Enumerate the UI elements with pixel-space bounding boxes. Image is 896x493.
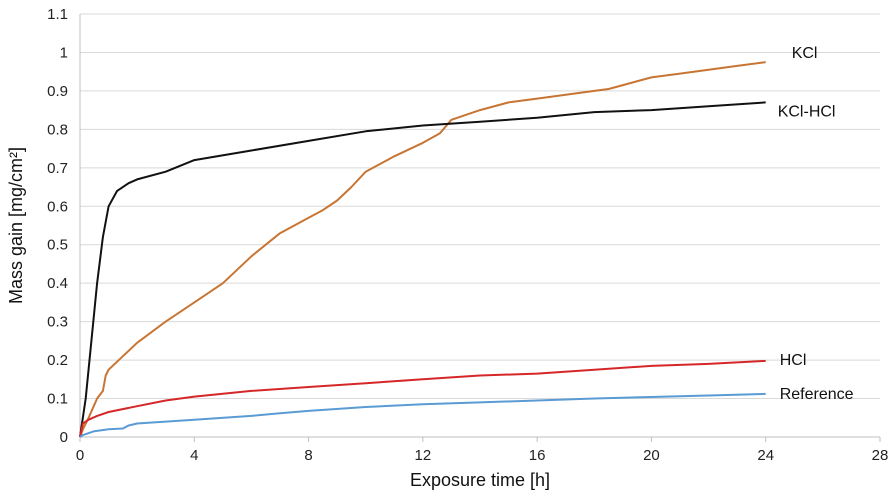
- y-tick-label: 0.9: [47, 83, 68, 100]
- x-axis-title: Exposure time [h]: [410, 470, 550, 490]
- x-tick-label: 24: [757, 447, 774, 464]
- series-labels: KCl KCl-HCl HCl Reference: [778, 45, 854, 403]
- x-tick-label: 0: [76, 447, 84, 464]
- x-tick-label: 4: [190, 447, 198, 464]
- series-label-hcl: HCl: [780, 352, 807, 369]
- y-tick-label: 0.6: [47, 198, 68, 215]
- y-tick-label: 0.2: [47, 352, 68, 369]
- y-tick-label: 0.7: [47, 160, 68, 177]
- x-tick-label: 20: [643, 447, 660, 464]
- x-tick-label: 8: [304, 447, 312, 464]
- series-line-hcl: [79, 359, 766, 438]
- series-label-kcl-hcl: KCl-HCl: [778, 103, 836, 120]
- x-tick-label: 12: [415, 447, 432, 464]
- series-label-kcl: KCl: [792, 45, 818, 62]
- axes: 0 0.1 0.2 0.3 0.4 0.5 0.6 0.7 0.8 0.9 1 1.1 0 4 8 12 16 2…: [47, 6, 888, 464]
- series-label-reference: Reference: [780, 386, 854, 403]
- y-tick-label: 1.1: [47, 6, 68, 23]
- series-line-reference: [79, 392, 766, 438]
- x-tick-label: 28: [872, 447, 889, 464]
- series-lines: [79, 61, 766, 438]
- y-tick-label: 0.8: [47, 121, 68, 138]
- y-tick-label: 0.3: [47, 314, 68, 331]
- y-axis-title: Mass gain [mg/cm²]: [6, 147, 26, 304]
- x-tick-label: 16: [529, 447, 546, 464]
- y-tick-label: 1: [60, 44, 68, 61]
- series-line-kcl: [79, 61, 766, 438]
- gridlines: [80, 13, 880, 400]
- y-tick-label: 0.1: [47, 391, 68, 408]
- y-tick-label: 0.4: [47, 275, 68, 292]
- series-line-kcl-hcl: [79, 101, 766, 438]
- y-tick-label: 0: [60, 429, 68, 446]
- y-tick-label: 0.5: [47, 237, 68, 254]
